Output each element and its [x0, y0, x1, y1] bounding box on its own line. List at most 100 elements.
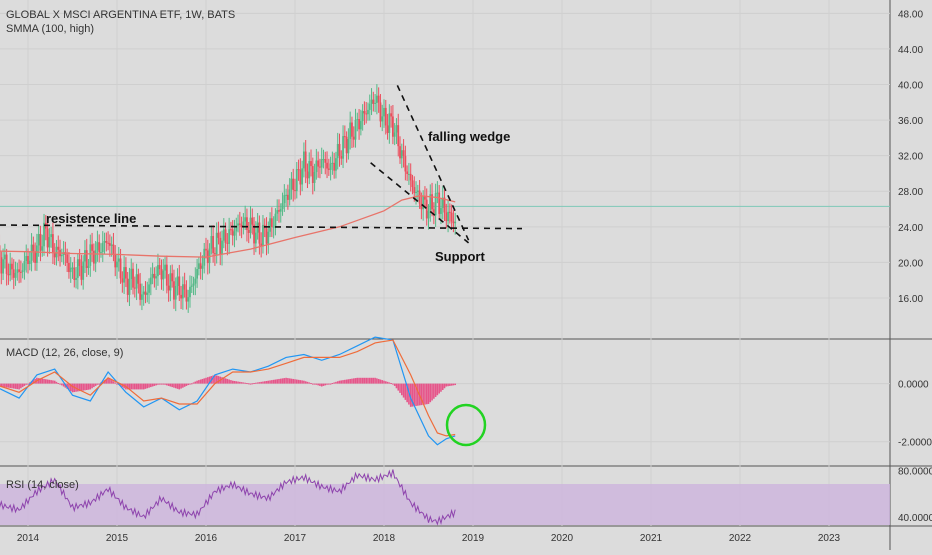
candle-body	[150, 278, 152, 285]
macd-histogram-bar	[337, 381, 339, 383]
macd-histogram-bar	[301, 380, 303, 383]
macd-histogram-bar	[84, 384, 86, 391]
candle-body	[404, 156, 406, 172]
candle-body	[95, 250, 97, 263]
candle-body	[146, 293, 148, 295]
macd-histogram-bar	[186, 384, 188, 386]
macd-histogram-bar	[424, 384, 426, 405]
macd-histogram-bar	[239, 382, 241, 384]
candle-body	[259, 223, 261, 244]
candle-body	[323, 159, 325, 160]
macd-histogram-bar	[150, 384, 152, 387]
candle-body	[116, 262, 118, 268]
macd-histogram-bar	[91, 384, 93, 389]
price-tick-36.00: 36.00	[898, 116, 923, 127]
macd-histogram-bar	[227, 379, 229, 384]
candle-body	[228, 229, 230, 244]
price-tick-40.00: 40.00	[898, 81, 923, 92]
candle-body	[127, 279, 129, 295]
macd-histogram-bar	[389, 382, 391, 383]
candle-body	[97, 242, 99, 250]
macd-histogram-bar	[437, 384, 439, 396]
candle-body	[428, 211, 430, 219]
macd-histogram-bar	[376, 378, 378, 383]
macd-histogram-bar	[392, 384, 394, 385]
candle-body	[216, 233, 218, 255]
macd-histogram-bar	[52, 380, 54, 383]
candle-body	[61, 255, 63, 256]
macd-histogram-bar	[4, 384, 6, 387]
candle-body	[102, 243, 104, 252]
resistance-line-label: resistence line	[46, 211, 136, 226]
price-tick-24.00: 24.00	[898, 223, 923, 234]
candle-body	[246, 217, 248, 230]
candle-body	[218, 233, 220, 238]
candle-body	[324, 159, 326, 163]
candle-body	[453, 221, 455, 223]
macd-histogram-bar	[362, 378, 364, 384]
candle-body	[13, 269, 15, 277]
candle-body	[282, 203, 284, 209]
macd-histogram-bar	[6, 384, 8, 388]
macd-histogram-bar	[383, 381, 385, 384]
macd-histogram-bar	[344, 380, 346, 384]
macd-histogram-bar	[47, 380, 49, 384]
macd-histogram-bar	[109, 379, 111, 384]
candle-body	[435, 193, 437, 215]
macd-histogram-bar	[132, 384, 134, 390]
candle-body	[79, 259, 81, 266]
candle-body	[225, 229, 227, 242]
candle-body	[351, 123, 353, 137]
macd-histogram-bar	[316, 384, 318, 385]
candle-body	[109, 243, 111, 246]
candle-body	[426, 200, 428, 219]
macd-histogram-bar	[266, 381, 268, 384]
macd-histogram-bar	[307, 382, 309, 384]
macd-histogram-bar	[182, 384, 184, 388]
macd-histogram-bar	[15, 384, 17, 389]
macd-histogram-bar	[130, 384, 132, 390]
candle-body	[383, 108, 385, 116]
macd-histogram-bar	[88, 384, 90, 390]
candle-body	[255, 233, 257, 244]
macd-histogram-bar	[357, 378, 359, 384]
candle-body	[287, 195, 289, 200]
macd-histogram-bar	[394, 384, 396, 386]
macd-histogram-bar	[13, 384, 15, 389]
macd-histogram-bar	[116, 384, 118, 385]
candle-body	[244, 217, 246, 221]
candle-body	[11, 264, 13, 270]
candle-body	[84, 250, 86, 261]
candle-body	[41, 246, 43, 250]
candle-body	[388, 113, 390, 133]
macd-histogram-bar	[57, 383, 59, 384]
candle-body	[251, 218, 253, 225]
macd-histogram-bar	[275, 380, 277, 384]
macd-histogram-bar	[86, 384, 88, 390]
x-tick-2014: 2014	[17, 533, 40, 544]
candle-body	[310, 161, 312, 166]
macd-histogram-bar	[303, 381, 305, 384]
macd-histogram-bar	[401, 384, 403, 396]
macd-histogram-bar	[11, 384, 13, 389]
candle-body	[275, 214, 277, 227]
candle-body	[137, 274, 139, 283]
candle-body	[210, 236, 212, 249]
candle-body	[234, 231, 236, 235]
macd-histogram-bar	[198, 380, 200, 383]
macd-histogram-bar	[50, 380, 52, 383]
macd-histogram-bar	[433, 384, 435, 399]
macd-histogram-bar	[405, 384, 407, 400]
candle-body	[136, 274, 138, 288]
candle-body	[91, 244, 93, 250]
candle-body	[447, 212, 449, 221]
macd-histogram-bar	[333, 382, 335, 383]
candle-body	[125, 267, 127, 278]
macd-histogram-bar	[234, 381, 236, 384]
candle-body	[307, 172, 309, 179]
macd-histogram-bar	[72, 384, 74, 393]
candle-body	[331, 163, 333, 164]
candle-body	[326, 163, 328, 169]
macd-histogram-bar	[136, 384, 138, 390]
macd-histogram-bar	[413, 384, 415, 407]
